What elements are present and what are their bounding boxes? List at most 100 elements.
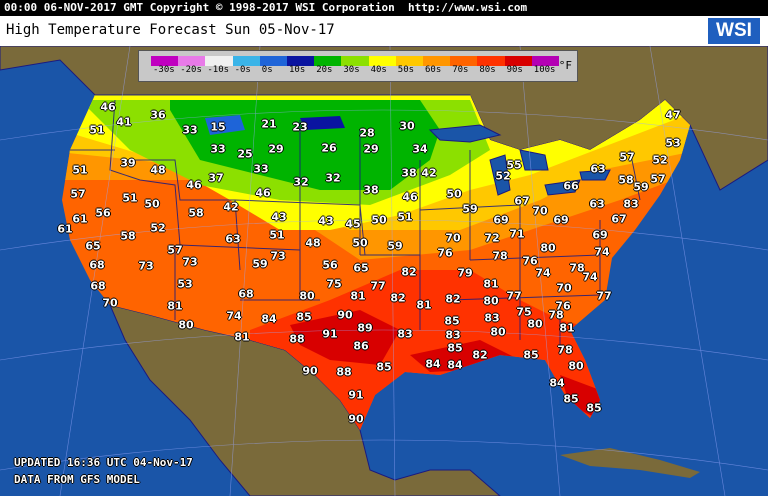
temperature-value: 90	[302, 364, 318, 378]
temperature-value: 83	[484, 311, 500, 325]
temperature-value: 80	[178, 318, 194, 332]
temperature-value: 88	[289, 332, 305, 346]
temperature-value: 74	[594, 245, 610, 259]
temperature-value: 81	[167, 299, 183, 313]
temperature-value: 46	[255, 186, 271, 200]
temperature-value: 82	[445, 292, 461, 306]
temperature-value: 84	[261, 312, 277, 326]
temperature-value: 91	[348, 388, 364, 402]
map-title: High Temperature Forecast Sun 05-Nov-17	[0, 16, 768, 46]
temperature-value: 51	[89, 123, 105, 137]
temperature-value: 85	[447, 341, 463, 355]
temperature-value: 30	[399, 119, 415, 133]
temperature-value: 50	[144, 197, 160, 211]
temperature-value: 51	[72, 163, 88, 177]
legend-swatch	[477, 56, 505, 66]
temperature-value: 58	[120, 229, 136, 243]
legend-label: 30s	[343, 65, 360, 75]
temperature-value: 50	[371, 213, 387, 227]
temperature-value: 76	[522, 254, 538, 268]
temperature-value: 32	[325, 171, 341, 185]
temperature-value: 71	[509, 227, 525, 241]
color-legend: °F -30s -20s -10s -0s 0s 10s 20s 30s 40s 50s 60s 70…	[138, 50, 578, 82]
temperature-value: 61	[57, 222, 73, 236]
legend-swatch	[531, 56, 559, 66]
legend-swatch	[341, 56, 369, 66]
temperature-value: 83	[623, 197, 639, 211]
temperature-value: 52	[652, 153, 668, 167]
temperature-value: 56	[322, 258, 338, 272]
temperature-value: 84	[447, 358, 463, 372]
legend-swatch	[368, 56, 396, 66]
legend-label: -0s	[234, 65, 251, 75]
temperature-value: 57	[167, 243, 183, 257]
temperature-value: 57	[70, 187, 86, 201]
temperature-value: 57	[650, 172, 666, 186]
temperature-value: 78	[548, 308, 564, 322]
legend-label: 70s	[452, 65, 469, 75]
temperature-value: 38	[401, 166, 417, 180]
legend-swatch	[259, 56, 287, 66]
temperature-value: 61	[72, 212, 88, 226]
temperature-value: 52	[495, 169, 511, 183]
updated-time: UPDATED 16:36 UTC 04-Nov-17	[14, 456, 193, 469]
temperature-value: 47	[665, 108, 681, 122]
temperature-value: 82	[401, 265, 417, 279]
temperature-value: 45	[345, 217, 361, 231]
legend-swatch	[287, 56, 315, 66]
temperature-value: 29	[363, 142, 379, 156]
temperature-value: 43	[271, 210, 287, 224]
temperature-value: 59	[462, 202, 478, 216]
temperature-value: 72	[484, 231, 500, 245]
temperature-value: 80	[483, 294, 499, 308]
temperature-value: 80	[568, 359, 584, 373]
temperature-value: 91	[322, 327, 338, 341]
temperature-value: 80	[490, 325, 506, 339]
temperature-value: 51	[269, 228, 285, 242]
temperature-value: 81	[416, 298, 432, 312]
temperature-value: 63	[589, 197, 605, 211]
temperature-value: 33	[182, 123, 198, 137]
temperature-value: 53	[177, 277, 193, 291]
legend-label: 0s	[261, 65, 273, 75]
temperature-value: 65	[353, 261, 369, 275]
state-borders	[70, 94, 641, 355]
temperature-value: 33	[253, 162, 269, 176]
graticule	[0, 45, 768, 496]
temperature-value: 46	[186, 178, 202, 192]
legend-label: 100s	[533, 65, 556, 75]
temperature-value: 15	[210, 120, 226, 134]
legend-swatch	[450, 56, 478, 66]
temperature-value: 78	[492, 249, 508, 263]
legend-label: 10s	[289, 65, 306, 75]
temperature-value: 90	[337, 308, 353, 322]
cuba-land	[560, 448, 700, 478]
temperature-value: 59	[387, 239, 403, 253]
temperature-value: 73	[182, 255, 198, 269]
temperature-value: 80	[527, 317, 543, 331]
temperature-value: 65	[85, 239, 101, 253]
temperature-value: 85	[563, 392, 579, 406]
temperature-value: 81	[483, 277, 499, 291]
temperature-value: 56	[95, 206, 111, 220]
temperature-value: 89	[357, 321, 373, 335]
great-lakes	[428, 124, 611, 196]
legend-swatch	[395, 56, 423, 66]
temperature-value: 84	[425, 357, 441, 371]
temperature-value: 76	[555, 299, 571, 313]
temperature-value: 63	[590, 162, 606, 176]
legend-swatch	[205, 56, 233, 66]
temperature-value: 74	[582, 270, 598, 284]
temperature-value: 70	[556, 281, 572, 295]
wsi-logo: WSI	[708, 16, 762, 46]
legend-unit: °F	[558, 59, 572, 72]
temperature-value: 57	[619, 150, 635, 164]
temperature-value: 85	[586, 401, 602, 415]
temperature-value: 55	[506, 158, 522, 172]
temperature-value: 38	[363, 183, 379, 197]
temperature-value: 29	[268, 142, 284, 156]
legend-swatch	[504, 56, 532, 66]
temperature-value: 78	[557, 343, 573, 357]
temperature-value: 86	[353, 339, 369, 353]
temperature-value: 46	[100, 100, 116, 114]
